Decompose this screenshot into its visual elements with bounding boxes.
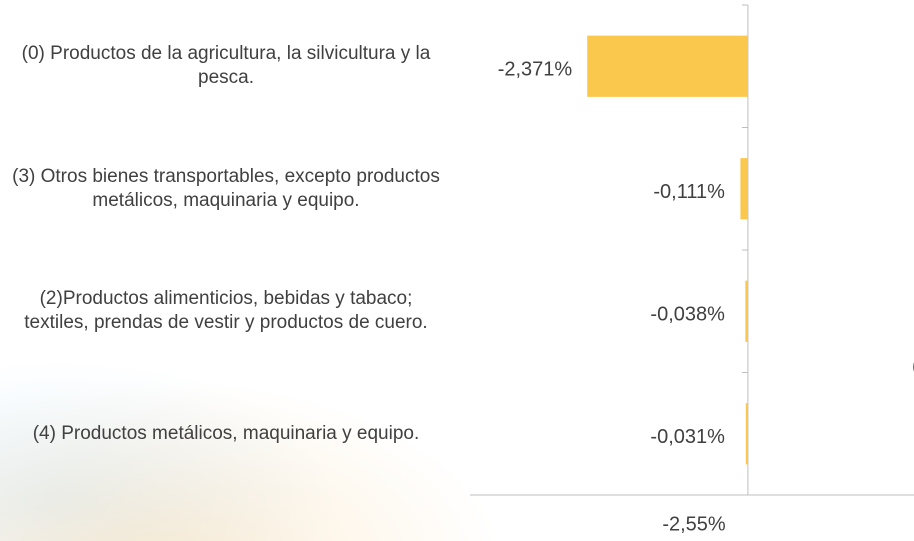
value-label: -0,111%: [653, 181, 725, 203]
bar: [587, 35, 748, 97]
value-label: -2,371%: [498, 59, 573, 81]
category-label: (0) Productos de la agricultura, la silv…: [21, 43, 431, 89]
value-label: -0,038%: [650, 304, 725, 326]
category-label: (2)Productos alimenticios, bebidas y tab…: [24, 288, 428, 334]
value-label: -0,031%: [650, 426, 725, 448]
bar: [740, 158, 748, 220]
x-axis-label: -2,55%: [662, 513, 726, 535]
annotation: (: [912, 355, 914, 377]
bar: [745, 280, 748, 342]
category-label: (3) Otros bienes transportables, excepto…: [12, 165, 440, 211]
category-label: (4) Productos metálicos, maquinaria y eq…: [32, 422, 420, 444]
bar: [745, 403, 748, 465]
